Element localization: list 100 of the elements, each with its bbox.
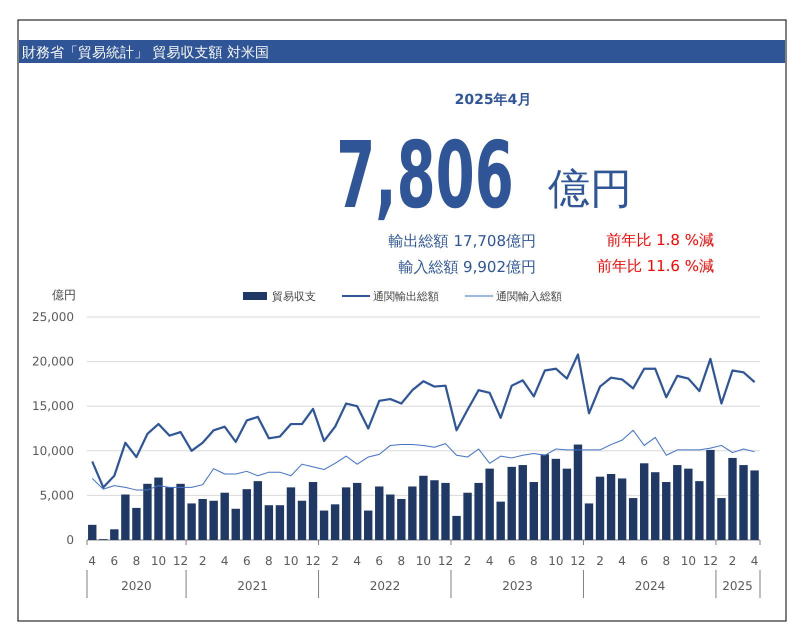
bar — [574, 444, 582, 540]
x-tick-label: 6 — [508, 554, 516, 568]
bar — [264, 505, 274, 540]
x-tick-label: 12 — [305, 554, 321, 568]
y-axis-title: 億円 — [52, 288, 76, 302]
bar — [88, 524, 96, 540]
bar — [232, 508, 240, 540]
x-tick-label: 10 — [416, 554, 432, 568]
bar — [419, 476, 428, 540]
bar — [110, 529, 119, 540]
bar — [728, 458, 737, 540]
bar — [198, 498, 207, 540]
x-tick-label: 10 — [548, 554, 564, 568]
x-tick-label: 4 — [486, 554, 494, 568]
legend-label: 通関輸入総額 — [496, 290, 562, 303]
text: 7,806 — [336, 122, 514, 230]
x-tick-label: 2 — [331, 554, 339, 568]
bar — [209, 500, 218, 540]
x-tick-label: 4 — [220, 554, 229, 568]
bar — [220, 492, 229, 540]
bar — [717, 498, 726, 540]
bar — [695, 481, 704, 540]
bar — [330, 504, 340, 540]
x-tick-label: 4 — [88, 554, 96, 568]
bar — [165, 487, 174, 540]
x-tick-label: 2 — [198, 554, 206, 568]
bar — [474, 482, 483, 540]
bar — [254, 481, 262, 540]
bar — [342, 487, 350, 540]
x-tick-label: 10 — [150, 554, 166, 568]
bar — [673, 465, 682, 540]
x2-tick-label: 2021 — [237, 579, 268, 593]
text: 前年比 1.8 %減 — [606, 231, 714, 249]
bar — [651, 472, 660, 540]
x2-tick-label: 2024 — [634, 579, 666, 593]
x-tick-label: 2 — [728, 554, 736, 568]
x-tick-label: 6 — [242, 554, 251, 568]
bar — [584, 503, 594, 540]
x-tick-label: 8 — [530, 554, 538, 568]
bar — [750, 470, 759, 540]
bar — [386, 494, 394, 540]
bar — [441, 482, 450, 540]
x-tick-label: 8 — [662, 554, 670, 568]
x-tick-label: 8 — [398, 554, 406, 568]
bar — [364, 510, 372, 540]
chart-title: 財務省「貿易統計」 貿易収支額 対米国 — [22, 45, 269, 61]
x-tick-label: 6 — [375, 554, 384, 568]
bar — [628, 498, 638, 540]
text: 輸出総額 17,708億円 — [388, 232, 536, 250]
x-tick-label: 6 — [110, 554, 118, 568]
bar — [562, 468, 572, 540]
x-tick-label: 4 — [353, 554, 361, 568]
bar — [352, 482, 362, 540]
x2-tick-label: 2025 — [722, 579, 753, 593]
bar — [154, 478, 163, 540]
x-tick-label: 2 — [464, 554, 472, 568]
bar — [596, 476, 604, 540]
bar — [485, 468, 494, 540]
text: 億円 — [548, 164, 632, 213]
x-tick-label: 4 — [750, 554, 758, 568]
x2-tick-label: 2023 — [502, 579, 533, 593]
bar — [518, 465, 527, 540]
x2-tick-label: 2022 — [370, 579, 400, 593]
text: 輸入総額 9,902億円 — [398, 258, 536, 276]
bar — [242, 489, 251, 540]
bar — [606, 474, 616, 540]
x-tick-label: 8 — [132, 554, 140, 568]
bar — [132, 508, 141, 540]
bar — [375, 486, 384, 540]
x-tick-label: 12 — [172, 554, 188, 568]
bar — [397, 498, 406, 540]
bar — [430, 480, 439, 540]
bar — [684, 468, 693, 540]
bar — [640, 463, 648, 540]
y-tick-label: 5,000 — [40, 488, 74, 502]
legend-label: 通関輸出総額 — [373, 290, 439, 303]
bar — [276, 505, 284, 540]
bar — [308, 482, 318, 540]
y-tick-label: 15,000 — [32, 399, 74, 414]
bar — [463, 492, 472, 540]
x-tick-label: 12 — [702, 554, 718, 568]
x2-tick-label: 2020 — [121, 579, 152, 593]
bar — [121, 494, 130, 540]
chart-subtitle: 2025年4月 — [454, 92, 532, 108]
bar — [496, 502, 505, 540]
bar — [739, 465, 748, 540]
bar — [662, 482, 670, 540]
bar — [452, 516, 461, 540]
x-tick-label: 4 — [618, 554, 626, 568]
text: 前年比 11.6 %減 — [596, 257, 714, 275]
y-tick-label: 10,000 — [32, 444, 74, 458]
bar — [540, 454, 550, 540]
y-tick-label: 0 — [66, 533, 74, 547]
bar — [298, 500, 306, 540]
bar — [187, 503, 196, 540]
x-tick-label: 10 — [680, 554, 696, 568]
bar — [706, 450, 715, 540]
bar — [552, 458, 560, 540]
x-tick-label: 10 — [283, 554, 299, 568]
bar — [530, 482, 538, 540]
